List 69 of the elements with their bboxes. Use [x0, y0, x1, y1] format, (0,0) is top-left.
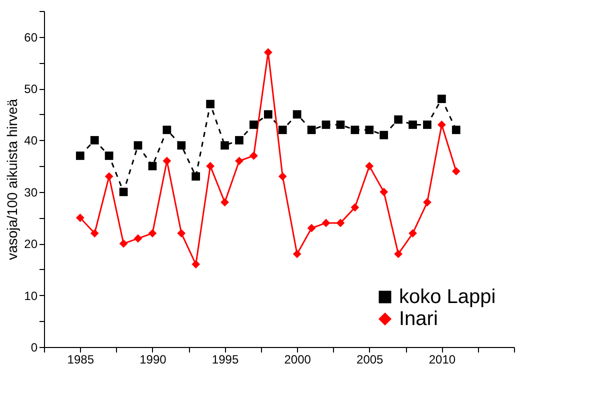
x-tick-label: 1990: [140, 352, 167, 366]
point: [452, 126, 460, 134]
point: [90, 136, 99, 144]
x-tick-label: 2000: [284, 352, 312, 366]
point: [134, 141, 142, 150]
y-axis-title: vasoja/100 aikuista hirveä: [4, 98, 20, 260]
point: [148, 229, 157, 238]
point: [192, 260, 200, 268]
point: [177, 229, 186, 238]
point: [452, 167, 460, 176]
point: [438, 94, 446, 104]
point: [206, 100, 214, 108]
point: [380, 130, 388, 140]
point: [119, 239, 128, 248]
point: [177, 141, 186, 150]
point: [278, 126, 287, 134]
point: [264, 110, 272, 119]
point: [394, 115, 402, 124]
point: [235, 136, 244, 144]
point: [148, 162, 157, 170]
point: [220, 141, 229, 150]
y-tick-label: 30: [24, 185, 38, 200]
point: [235, 156, 244, 166]
point: [336, 120, 345, 129]
point: [162, 156, 172, 166]
x-tick-label: 2005: [356, 352, 384, 366]
point: [76, 214, 84, 222]
point: [365, 126, 374, 134]
point: [322, 218, 330, 228]
point: [119, 188, 128, 196]
x-tick-label: 1985: [67, 352, 94, 366]
point: [206, 162, 214, 170]
point: [76, 152, 84, 160]
point: [423, 198, 432, 206]
legend-label: koko Lappi: [399, 286, 496, 308]
point: [307, 224, 316, 232]
y-tick-label: 0: [30, 340, 38, 354]
point: [250, 120, 258, 129]
point: [90, 229, 99, 238]
point: [292, 110, 302, 119]
point: [350, 203, 360, 212]
point: [134, 234, 142, 243]
point: [322, 120, 330, 129]
point: [292, 250, 302, 258]
point: [408, 229, 417, 238]
point: [104, 172, 114, 181]
y-tick-label: 10: [24, 288, 38, 303]
x-tick-label: 2010: [428, 352, 456, 366]
point: [423, 120, 432, 129]
y-tick-label: 60: [24, 30, 38, 44]
legend-label: Inari: [399, 308, 438, 330]
point: [365, 162, 374, 170]
point: [394, 250, 402, 258]
y-tick-label: 40: [24, 134, 38, 148]
point: [220, 198, 229, 206]
x-tick-label: 1995: [212, 352, 239, 366]
point: [380, 188, 388, 196]
point: [250, 152, 258, 160]
point: [192, 172, 200, 181]
point: [336, 218, 345, 228]
point: [278, 172, 287, 181]
y-tick-label: 50: [24, 82, 38, 96]
point: [350, 126, 360, 134]
point: [162, 126, 172, 134]
y-tick-label: 20: [24, 237, 38, 252]
point: [307, 126, 316, 134]
point: [438, 120, 446, 129]
point: [104, 152, 114, 160]
point: [408, 120, 417, 129]
